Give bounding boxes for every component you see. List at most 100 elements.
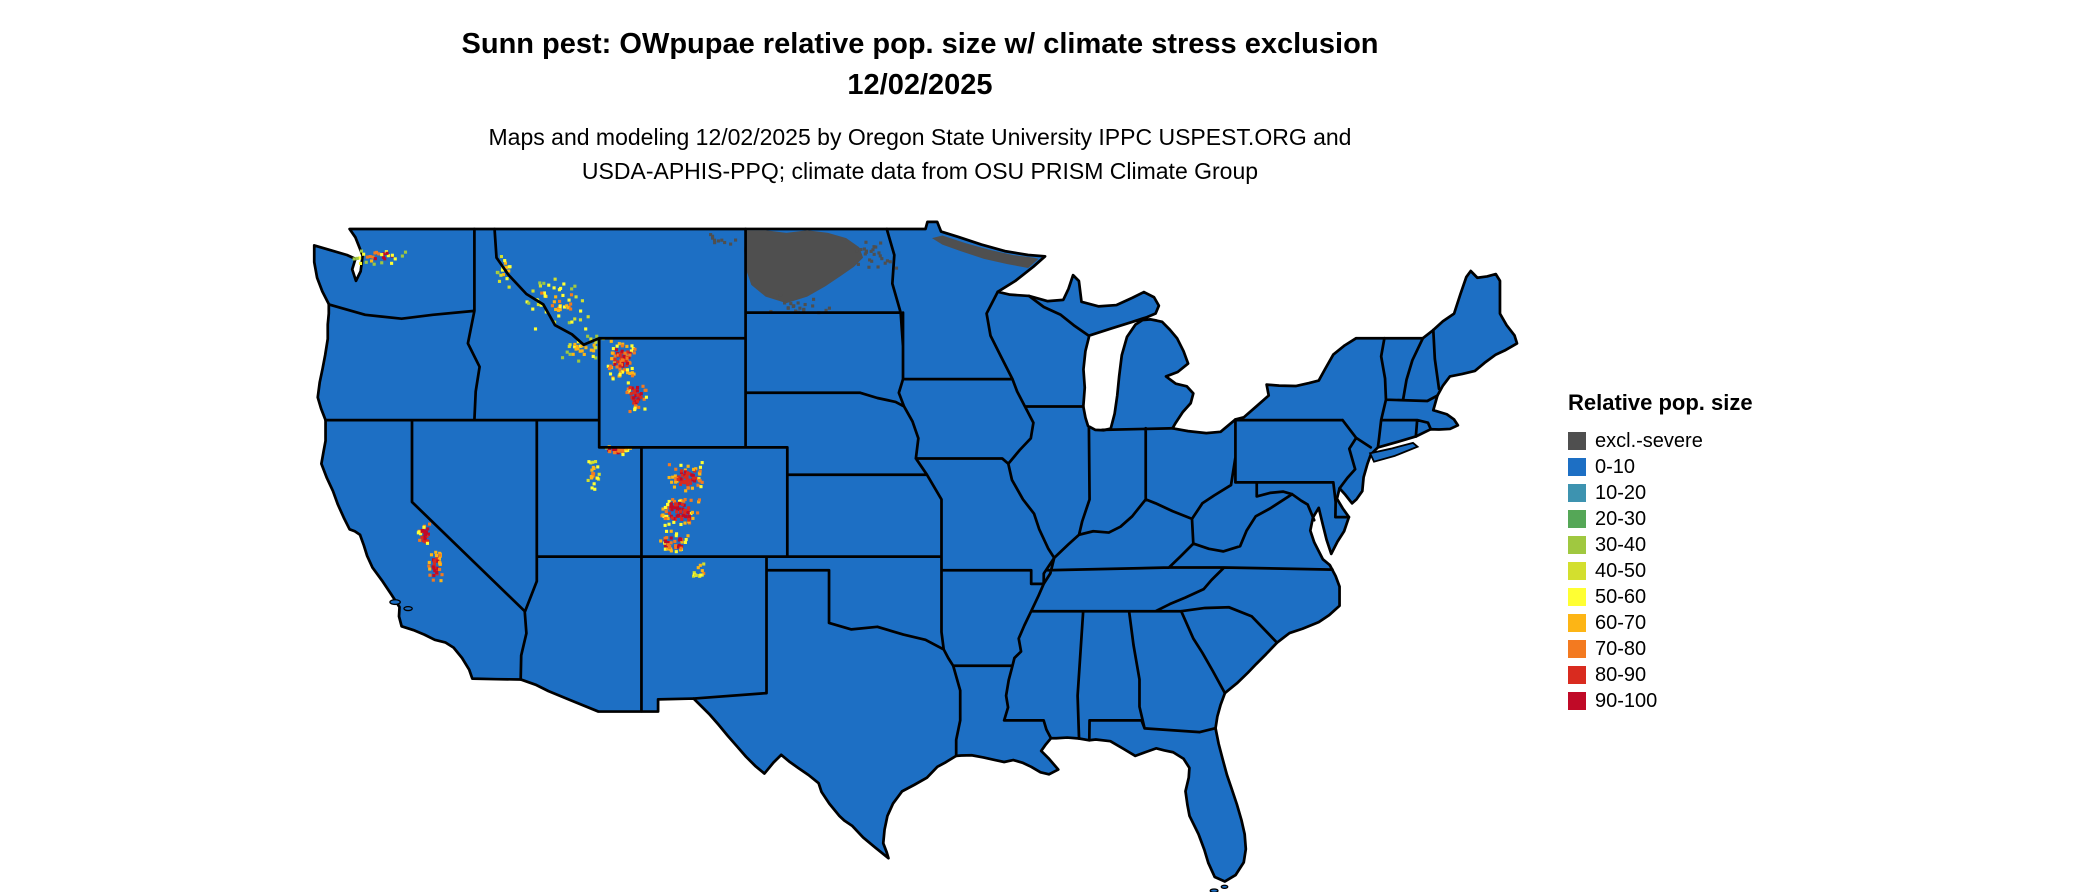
hotspot-cell xyxy=(374,250,379,254)
hotspot-cell xyxy=(531,289,535,293)
hotspot-cell xyxy=(435,571,439,575)
hotspot-cell xyxy=(431,565,435,569)
hotspot-cell xyxy=(609,339,613,343)
hotspot-cell xyxy=(666,543,670,547)
hotspot-cell xyxy=(435,566,439,570)
hotspot-cell xyxy=(668,544,672,549)
hotspot-cell xyxy=(626,448,630,452)
hotspot-cell xyxy=(667,463,671,467)
hotspot-cell xyxy=(617,342,621,346)
florida-keys-1 xyxy=(1209,888,1219,892)
hotspot-cell xyxy=(616,360,620,364)
legend-swatch xyxy=(1568,484,1586,502)
hotspot-cell xyxy=(694,467,698,471)
hotspot-cell xyxy=(676,475,680,479)
hotspot-cell xyxy=(696,483,700,487)
hotspot-cell xyxy=(565,350,569,354)
hotspot-cell xyxy=(700,480,704,484)
hotspot-cell xyxy=(616,353,620,357)
hotspot-cell xyxy=(696,566,700,570)
hotspot-cell xyxy=(613,354,617,358)
hotspot-cell xyxy=(595,334,599,338)
hotspot-cell xyxy=(673,539,677,543)
hotspot-cell xyxy=(680,502,684,507)
hotspot-cell xyxy=(633,406,637,410)
hotspot-cell xyxy=(554,307,558,312)
hotspot-cell xyxy=(856,262,860,266)
hotspot-cell xyxy=(622,368,626,372)
legend-label: 10-20 xyxy=(1595,482,1647,504)
hotspot-cell xyxy=(697,498,701,502)
hotspot-cell xyxy=(606,364,610,368)
hotspot-cell xyxy=(580,349,584,353)
hotspot-cell xyxy=(569,302,573,306)
hotspot-cell xyxy=(547,283,551,287)
hotspot-cell xyxy=(794,309,798,313)
hotspot-cell xyxy=(499,255,503,259)
legend-item-90-100: 90-100 xyxy=(1568,688,1753,714)
hotspot-cell xyxy=(627,356,631,360)
figure-title-date: 12/02/2025 xyxy=(847,69,993,101)
hotspot-cell xyxy=(871,248,875,252)
hotspot-cell xyxy=(620,344,624,348)
hotspot-cell xyxy=(663,547,667,551)
hotspot-cell xyxy=(574,347,578,351)
hotspot-cell xyxy=(700,461,704,465)
hotspot-cell xyxy=(385,251,389,255)
hotspot-cell xyxy=(669,529,673,533)
hotspot-cluster-gray-nd-south-fringe xyxy=(769,293,831,315)
hotspot-cell xyxy=(669,541,673,545)
legend-item-60-70: 60-70 xyxy=(1568,610,1753,636)
hotspot-cell xyxy=(729,242,733,246)
hotspot-cell xyxy=(625,344,629,348)
hotspot-cell xyxy=(629,392,633,396)
hotspot-cell xyxy=(864,240,868,244)
legend-label: 60-70 xyxy=(1595,612,1647,634)
hotspot-cell xyxy=(663,536,667,540)
hotspot-cell xyxy=(692,476,696,480)
hotspot-cell xyxy=(635,385,640,390)
hotspot-cell xyxy=(674,550,678,554)
hotspot-cell xyxy=(634,404,638,409)
hotspot-cell xyxy=(507,269,511,273)
hotspot-cell xyxy=(539,303,543,307)
hotspot-cell xyxy=(386,254,390,258)
hotspot-cell xyxy=(503,259,507,263)
hotspot-cell xyxy=(440,573,444,577)
hotspot-cell xyxy=(540,291,544,295)
legend-label: 80-90 xyxy=(1595,664,1647,686)
legend-label: 90-100 xyxy=(1595,690,1658,712)
hotspot-cell xyxy=(667,541,671,545)
hotspot-cluster-ca-sierra-south xyxy=(427,550,444,583)
hotspot-cell xyxy=(672,516,676,521)
hotspot-cell xyxy=(597,472,601,476)
hotspot-cell xyxy=(698,465,703,469)
hotspot-cell xyxy=(580,344,584,348)
hotspot-cell xyxy=(670,480,674,484)
hotspot-cell xyxy=(420,529,424,533)
hotspot-cell xyxy=(576,347,580,351)
hotspot-cell xyxy=(633,347,637,351)
hotspot-cell xyxy=(618,373,622,377)
hotspot-cell xyxy=(418,538,422,542)
hotspot-cell xyxy=(556,308,561,312)
hotspot-cell xyxy=(618,362,622,366)
hotspot-cell xyxy=(679,477,683,481)
hotspot-cell xyxy=(702,562,706,566)
hotspot-cell xyxy=(693,573,697,577)
hotspot-cell xyxy=(557,314,561,318)
hotspot-cell xyxy=(669,514,673,518)
hotspot-cell xyxy=(683,468,687,472)
hotspot-cell xyxy=(698,469,702,473)
hotspot-cell xyxy=(618,353,622,358)
hotspot-cell xyxy=(592,349,596,353)
hotspot-cell xyxy=(671,475,675,479)
hotspot-cell xyxy=(625,356,629,360)
legend-label: 70-80 xyxy=(1595,638,1647,660)
hotspot-cell xyxy=(580,299,584,303)
hotspot-cell xyxy=(712,238,717,242)
hotspot-cell xyxy=(635,399,639,403)
hotspot-cell xyxy=(587,460,591,464)
hotspot-cell xyxy=(685,474,689,478)
hotspot-cell xyxy=(626,387,630,391)
